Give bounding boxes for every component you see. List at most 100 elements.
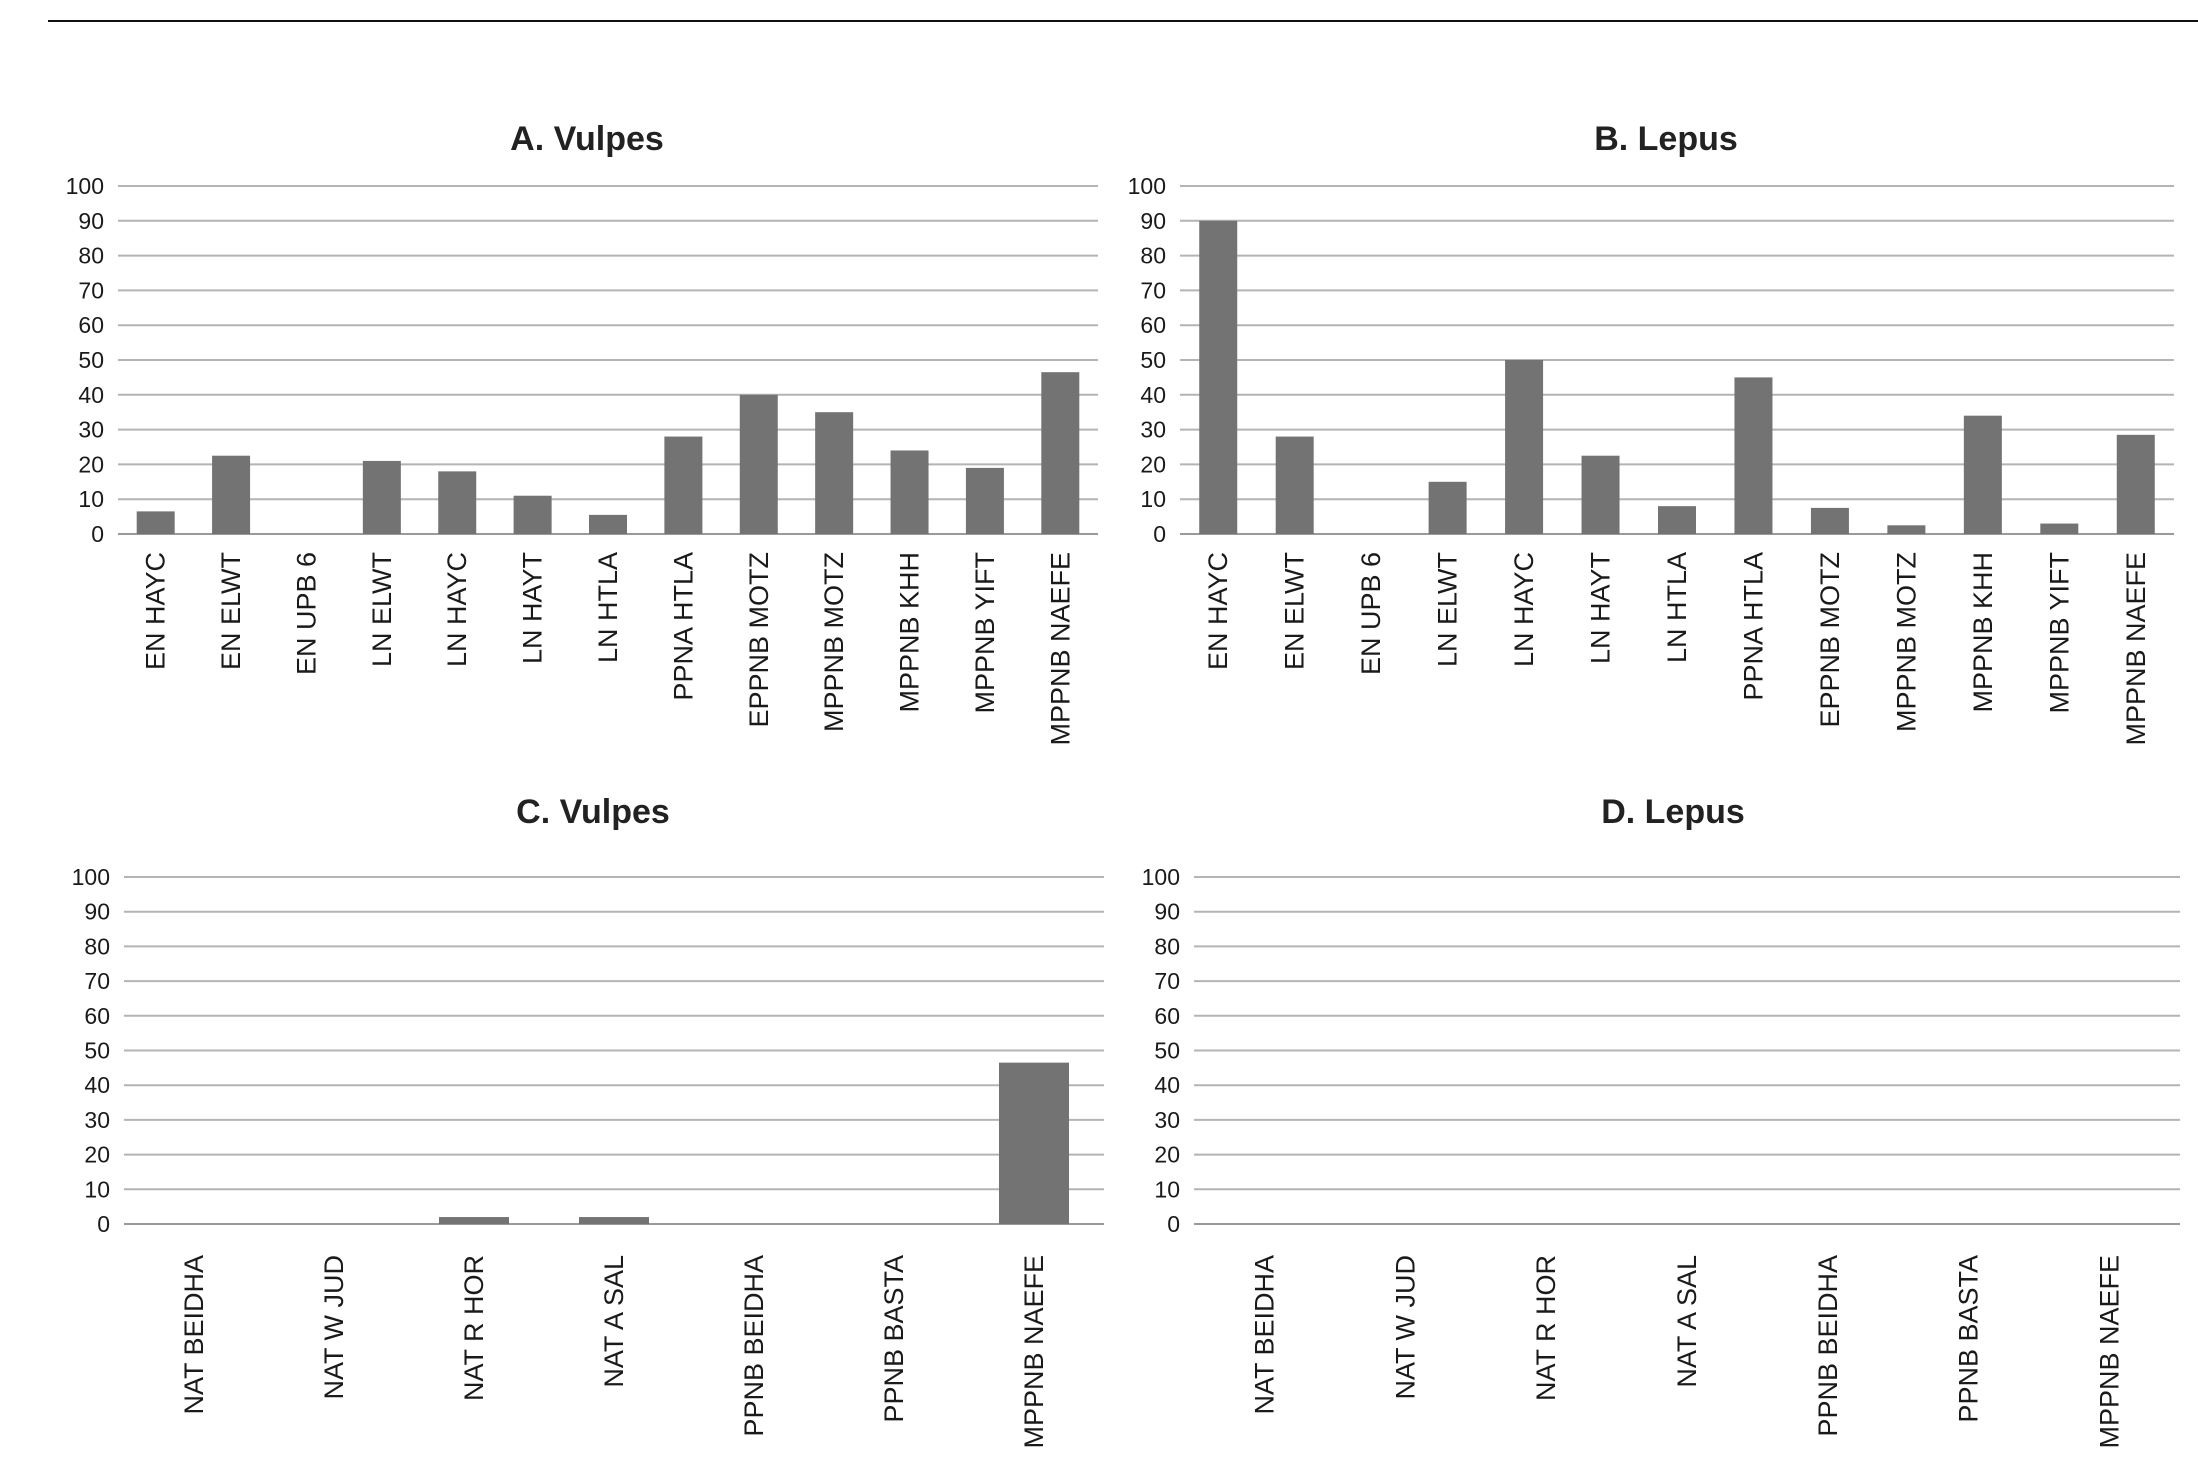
x-tick-label: EN UPB 6: [1356, 552, 1386, 675]
y-tick-label: 30: [1154, 1107, 1180, 1133]
y-tick-label: 20: [78, 451, 104, 477]
bar-b-en-elwt: [1275, 436, 1314, 534]
bar-b-en-hayc: [1199, 220, 1238, 535]
x-tick-label: LN HAYC: [442, 552, 472, 667]
bar-a-en-hayc: [136, 511, 175, 534]
y-tick-label: 0: [1167, 1211, 1180, 1237]
bar-a-mppnb-khh: [890, 450, 929, 534]
y-tick-label: 20: [1140, 451, 1166, 477]
chart-title-b: B. Lepus: [1594, 120, 1738, 158]
y-tick-label: 60: [1154, 1003, 1180, 1029]
bar-b-mppnb-naefe: [2116, 434, 2155, 534]
x-tick-label: MPPNB NAEFE: [1045, 552, 1075, 746]
bar-chart-a: A. Vulpes 0 10 20 30 40 50 60 70 80 90 100 EN HAYC EN…: [66, 120, 1098, 746]
x-tick-label: PPNB BASTA: [1954, 1255, 1984, 1423]
bar-b-ln-htla: [1658, 506, 1696, 534]
y-tick-label: 10: [1140, 486, 1166, 512]
y-tick-label: 40: [1140, 382, 1166, 408]
y-tick-label: 100: [1142, 864, 1180, 890]
bar-a-ln-hayc: [438, 471, 477, 534]
y-tick-label: 40: [84, 1072, 110, 1098]
y-tick-label: 80: [1154, 933, 1180, 959]
y-tick-label: 60: [78, 312, 104, 338]
bar-a-ln-hayt: [513, 495, 552, 534]
y-tick-label: 100: [66, 173, 104, 199]
bar-b-ppna-htla: [1734, 377, 1773, 534]
bar-b-mppnb-yift: [2040, 523, 2079, 534]
x-tick-label: NAT A SAL: [599, 1255, 629, 1388]
x-tick-label: EPPNB MOTZ: [1815, 552, 1845, 728]
x-tick-label: NAT W JUD: [319, 1255, 349, 1400]
x-tick-label: EN ELWT: [1280, 552, 1310, 670]
chart-panel-d: D. Lepus 0 10 20 30 40 50 60 70 80 90 100 NAT BEIDHA…: [1076, 760, 2196, 1469]
chart-panel-b: B. Lepus 0 10 20 30 40 50 60 70 80 90 100 EN HAYC EN …: [1076, 0, 2196, 760]
bar-b-eppnb-motz: [1810, 507, 1849, 534]
y-tick-label: 50: [1140, 347, 1166, 373]
y-tick-label: 80: [84, 933, 110, 959]
y-tick-label: 30: [84, 1107, 110, 1133]
y-tick-label: 80: [1140, 243, 1166, 269]
chart-title-c: C. Vulpes: [516, 793, 670, 831]
x-tick-label: LN HTLA: [1662, 552, 1692, 663]
y-tick-label: 90: [84, 899, 110, 925]
y-tick-label: 20: [84, 1142, 110, 1168]
bar-a-ln-htla: [589, 514, 627, 534]
x-tick-label: MPPNB KHH: [895, 552, 925, 713]
y-tick-label: 70: [1140, 277, 1166, 303]
bar-b-ln-hayt: [1581, 455, 1620, 534]
y-tick-label: 60: [84, 1003, 110, 1029]
y-tick-label: 0: [91, 521, 104, 547]
y-tick-label: 90: [1154, 899, 1180, 925]
chart-panel-c: C. Vulpes 0 10 20 30 40 50 60 70 80 90 100 NAT BEIDH…: [0, 760, 1104, 1469]
x-tick-label: MPPNB NAEFE: [2121, 552, 2151, 746]
bar-b-mppnb-khh: [1963, 415, 2002, 534]
bar-chart-d: D. Lepus 0 10 20 30 40 50 60 70 80 90 100 NAT BEIDHA…: [1142, 793, 2180, 1449]
y-tick-label: 0: [1153, 521, 1166, 547]
bar-c-mppnb-naefe: [999, 1062, 1069, 1224]
x-tick-label: EN UPB 6: [291, 552, 321, 675]
x-tick-label: MPPNB NAEFE: [2095, 1255, 2125, 1449]
x-tick-label: EN ELWT: [216, 552, 246, 670]
y-tick-label: 70: [84, 968, 110, 994]
x-tick-label: NAT R HOR: [1531, 1255, 1561, 1401]
x-tick-label: EPPNB MOTZ: [744, 552, 774, 728]
x-tick-label: MPPNB MOTZ: [1891, 552, 1921, 732]
bar-a-mppnb-naefe: [1041, 372, 1080, 534]
y-tick-label: 50: [84, 1038, 110, 1064]
x-tick-label: PPNA HTLA: [668, 552, 698, 701]
x-tick-label: MPPNB YIFT: [2044, 552, 2074, 714]
bar-a-mppnb-yift: [965, 467, 1004, 534]
x-tick-label: PPNB BEIDHA: [1813, 1255, 1843, 1437]
y-tick-label: 40: [1154, 1072, 1180, 1098]
bar-a-en-elwt: [212, 455, 251, 534]
bar-c-nat-r-hor: [439, 1217, 509, 1224]
x-tick-label: PPNB BEIDHA: [739, 1255, 769, 1437]
x-tick-label: PPNA HTLA: [1738, 552, 1768, 701]
y-tick-label: 30: [1140, 417, 1166, 443]
y-tick-label: 10: [84, 1176, 110, 1202]
bar-chart-b: B. Lepus 0 10 20 30 40 50 60 70 80 90 100 EN HAYC EN …: [1128, 120, 2174, 746]
y-tick-label: 50: [78, 347, 104, 373]
y-tick-label: 60: [1140, 312, 1166, 338]
x-tick-label: NAT W JUD: [1390, 1255, 1420, 1400]
x-tick-label: LN HTLA: [593, 552, 623, 663]
chart-title-a: A. Vulpes: [510, 120, 664, 158]
y-tick-label: 70: [78, 277, 104, 303]
x-tick-label: LN ELWT: [367, 552, 397, 667]
y-tick-label: 100: [72, 864, 110, 890]
x-tick-label: MPPNB KHH: [1968, 552, 1998, 713]
x-tick-label: PPNB BASTA: [879, 1255, 909, 1423]
x-tick-label: MPPNB NAEFE: [1019, 1255, 1049, 1449]
bar-a-eppnb-motz: [739, 394, 778, 534]
x-tick-label: NAT BEIDHA: [179, 1255, 209, 1415]
x-tick-label: LN ELWT: [1433, 552, 1463, 667]
y-tick-label: 90: [1140, 208, 1166, 234]
y-tick-label: 70: [1154, 968, 1180, 994]
x-tick-label: NAT BEIDHA: [1249, 1255, 1279, 1415]
y-tick-label: 10: [1154, 1176, 1180, 1202]
x-tick-label: EN HAYC: [141, 552, 171, 670]
x-tick-label: LN HAYT: [518, 552, 548, 664]
bar-c-nat-a-sal: [579, 1217, 649, 1224]
x-tick-label: LN HAYC: [1509, 552, 1539, 667]
y-tick-label: 80: [78, 243, 104, 269]
